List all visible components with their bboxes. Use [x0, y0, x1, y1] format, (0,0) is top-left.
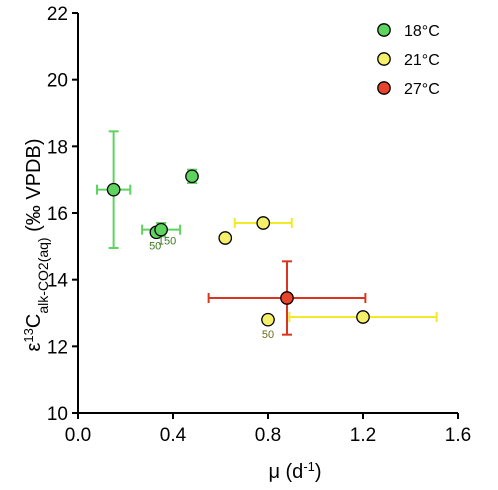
- legend-label: 21°C: [404, 52, 440, 69]
- legend-marker: [377, 81, 391, 95]
- legend-label: 27°C: [404, 81, 440, 98]
- data-point: [261, 312, 275, 327]
- x-axis-title-sup: -1: [303, 459, 315, 474]
- y-axis-title-sup: 13: [21, 328, 36, 342]
- y-tick-label: 16: [47, 204, 68, 225]
- x-tick-label: 0.8: [255, 425, 281, 446]
- legend: 18°C 21°C 27°C: [377, 23, 440, 98]
- x-tick-label: 0.4: [160, 425, 187, 446]
- x-axis-title: μ (d-1): [268, 459, 321, 484]
- data-point: [356, 310, 370, 324]
- data-point: [154, 222, 168, 237]
- x-tick-label: 0.0: [65, 425, 91, 446]
- legend-label: 18°C: [404, 23, 440, 40]
- legend-marker: [377, 52, 391, 66]
- point-annotation: 150: [158, 236, 176, 248]
- data-markers: [106, 169, 370, 327]
- point-annotation: 50: [149, 241, 161, 253]
- x-tick-label: 1.6: [445, 425, 471, 446]
- point-annotation: 50: [262, 329, 274, 341]
- data-point: [185, 169, 199, 184]
- x-tick-label: 1.2: [350, 425, 376, 446]
- y-tick-label: 10: [47, 404, 68, 425]
- axes: 10 12 14 16 18 20 22 0.0 0.4 0.8 1.2 1.6: [47, 4, 471, 446]
- y-tick-label: 20: [47, 71, 68, 92]
- y-tick-label: 14: [47, 271, 69, 292]
- data-point: [256, 216, 271, 230]
- y-axis-title: ε13Calk-CO2(aq) (‰ VPDB): [21, 139, 52, 352]
- data-point: [280, 291, 294, 305]
- y-tick-label: 22: [47, 4, 68, 25]
- y-axis-title-sub: alk-CO2(aq): [35, 237, 51, 313]
- data-point: [106, 182, 121, 197]
- data-point: [218, 231, 233, 245]
- y-tick-label: 12: [47, 337, 68, 358]
- y-tick-label: 18: [47, 137, 68, 158]
- legend-marker: [377, 23, 391, 37]
- error-bars: [96, 130, 438, 336]
